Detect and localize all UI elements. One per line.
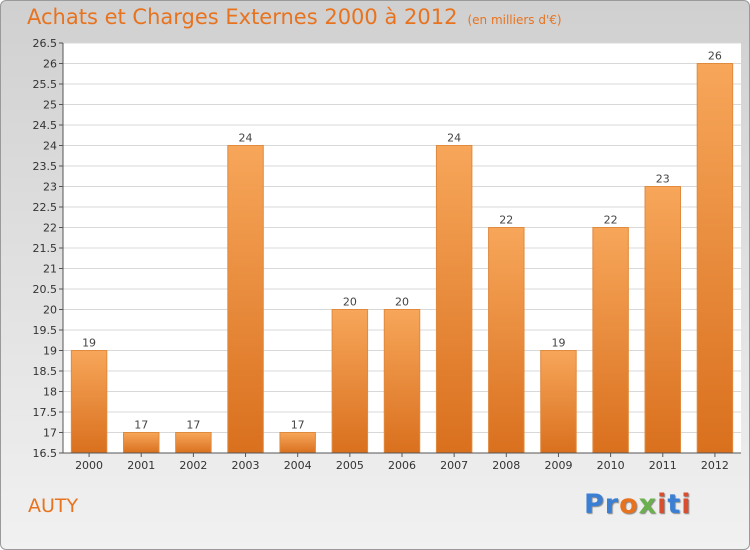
x-tick-label: 2002 [179,459,207,472]
y-tick-label: 19.5 [33,324,58,337]
x-tick-label: 2010 [597,459,625,472]
bar-2012 [696,63,734,454]
y-tick-label: 20 [43,304,57,317]
bars [70,63,734,454]
x-tick-label: 2004 [284,459,312,472]
x-tick-label: 2008 [492,459,520,472]
bar-2004 [279,432,316,454]
y-tick-label: 19 [43,345,57,358]
x-tick-label: 2006 [388,459,416,472]
data-label: 24 [447,132,461,145]
bar-2010 [592,227,629,454]
x-tick-label: 2003 [232,459,260,472]
bar-2008 [488,227,525,454]
x-tick-label: 2007 [440,459,468,472]
y-tick-label: 21 [43,263,57,276]
x-tick-label: 2012 [701,459,729,472]
data-label: 20 [395,296,409,309]
y-tick-label: 24 [43,140,57,153]
x-tick-label: 2000 [75,459,103,472]
y-tick-label: 23 [43,181,57,194]
y-tick-label: 26 [43,58,57,71]
y-tick-label: 16.5 [33,447,58,460]
bar-2011 [644,186,682,454]
y-tick-label: 24.5 [33,119,58,132]
y-tick-label: 23.5 [33,160,58,173]
bar-2001 [122,432,160,454]
y-tick-label: 22.5 [33,201,58,214]
bar-2005 [331,309,369,454]
data-label: 17 [134,419,148,432]
bar-2000 [70,350,108,454]
x-tick-label: 2009 [544,459,572,472]
bar-2003 [227,145,264,454]
data-label: 24 [239,132,253,145]
x-tick-label: 2011 [649,459,677,472]
y-tick-label: 18 [43,386,57,399]
data-label: 17 [186,419,200,432]
y-tick-label: 18.5 [33,365,58,378]
y-axis: 16.5 17 17.5 18 18.5 19 19.5 20 20.5 21 21.5 22 22.5… [33,37,64,460]
x-axis: 2000 2001 2002 2003 2004 2005 2006 2007 2008 2009… [63,452,741,472]
data-label: 22 [604,214,618,227]
data-label: 19 [551,337,565,350]
y-tick-label: 26.5 [33,37,58,50]
data-label: 23 [656,173,670,186]
y-tick-label: 17 [43,427,57,440]
data-label: 20 [343,296,357,309]
data-label: 26 [708,50,722,63]
y-tick-label: 22 [43,222,57,235]
data-labels: 19 17 17 24 17 20 20 24 22 19 22 23 26 [82,50,722,432]
x-tick-label: 2001 [127,459,155,472]
data-label: 17 [291,419,305,432]
chart-title-text: Achats et Charges Externes 2000 à 2012 [27,5,458,29]
chart-title: Achats et Charges Externes 2000 à 2012 (e… [27,5,562,29]
data-label: 19 [82,337,96,350]
y-tick-label: 17.5 [33,406,58,419]
bar-2006 [383,309,421,454]
data-label: 22 [499,214,513,227]
commune-name: AUTY [28,495,79,517]
y-tick-label: 25.5 [33,78,58,91]
y-tick-label: 21.5 [33,242,58,255]
bar-2009 [540,350,577,454]
bar-2002 [175,432,212,454]
x-tick-label: 2005 [336,459,364,472]
y-tick-label: 20.5 [33,283,58,296]
proxiti-logo: Proxiti [584,489,692,520]
chart-unit-label: (en milliers d'€) [467,13,562,27]
y-tick-label: 25 [43,99,57,112]
bar-2007 [435,145,473,454]
